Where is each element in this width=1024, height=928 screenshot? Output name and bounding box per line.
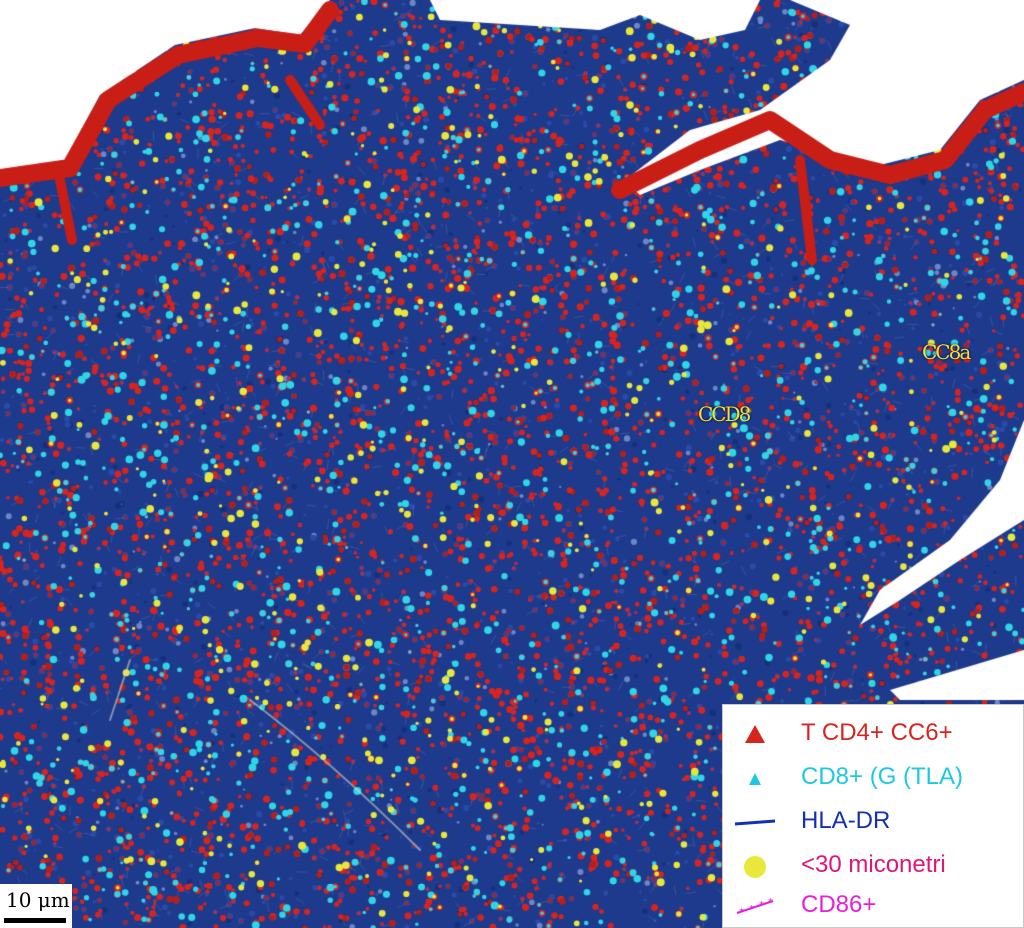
scale-bar-label: 10 μm — [6, 888, 70, 912]
legend-label: CD86+ — [801, 891, 877, 918]
legend-label: T CD4+ CC6+ — [801, 719, 953, 746]
legend-label: <30 miconetri — [801, 851, 946, 878]
scale-bar: 10 μm — [0, 884, 72, 928]
svg-text:*: * — [749, 904, 754, 915]
dot-icon — [744, 856, 766, 878]
dash-icon — [734, 819, 776, 826]
triangle-icon — [745, 725, 765, 743]
star-line-icon: * * * * — [736, 897, 774, 918]
scale-bar-line — [4, 918, 66, 923]
legend-item-cd86: * * * * CD86+ — [723, 883, 1023, 927]
annotation-label: CCD8 — [698, 402, 751, 426]
legend-label: CD8+ (G (TLA) — [801, 763, 964, 790]
legend-item-cd8: CD8+ (G (TLA) — [723, 755, 1023, 799]
annotation-label: CC8a — [922, 340, 971, 364]
svg-text:*: * — [739, 907, 744, 918]
legend-item-hla-dr: HLA-DR — [723, 799, 1023, 843]
svg-text:*: * — [759, 900, 764, 911]
legend: T CD4+ CC6+ CD8+ (G (TLA) HLA-DR <30 mic… — [722, 704, 1024, 928]
legend-item-size: <30 miconetri — [723, 843, 1023, 887]
legend-item-cd4: T CD4+ CC6+ — [723, 711, 1023, 755]
small-triangle-icon — [749, 773, 761, 785]
svg-text:*: * — [768, 897, 773, 908]
legend-label: HLA-DR — [801, 807, 891, 834]
